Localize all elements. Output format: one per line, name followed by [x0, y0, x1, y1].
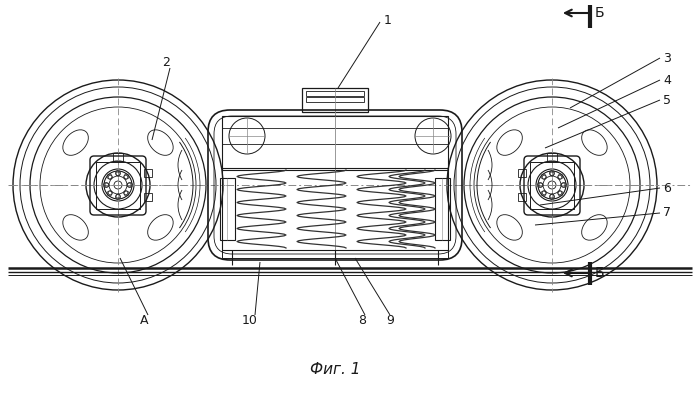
Bar	[302, 88, 368, 112]
Text: 10: 10	[242, 314, 258, 328]
Bar	[222, 116, 448, 170]
Text: 9: 9	[386, 314, 394, 326]
Text: 8: 8	[358, 314, 366, 326]
Bar	[144, 193, 152, 201]
Bar	[306, 91, 364, 96]
Text: А: А	[140, 314, 148, 328]
Bar	[518, 169, 526, 177]
Text: Б: Б	[595, 6, 605, 20]
Text: 3: 3	[663, 52, 671, 64]
Text: 7: 7	[663, 206, 671, 220]
Bar	[518, 193, 526, 201]
Bar	[530, 162, 574, 209]
Bar	[220, 178, 235, 240]
Bar	[113, 153, 123, 161]
Bar	[144, 169, 152, 177]
Text: Фиг. 1: Фиг. 1	[309, 362, 360, 378]
Bar	[435, 178, 450, 240]
Bar	[547, 153, 557, 161]
Bar	[96, 162, 140, 209]
Bar	[222, 250, 448, 258]
Bar	[306, 97, 364, 102]
Text: Б: Б	[595, 266, 605, 280]
Bar	[222, 168, 448, 250]
Text: 2: 2	[162, 56, 170, 69]
Text: 1: 1	[384, 15, 392, 27]
Text: 6: 6	[663, 181, 671, 195]
Text: 5: 5	[663, 94, 671, 106]
Text: 4: 4	[663, 73, 671, 87]
